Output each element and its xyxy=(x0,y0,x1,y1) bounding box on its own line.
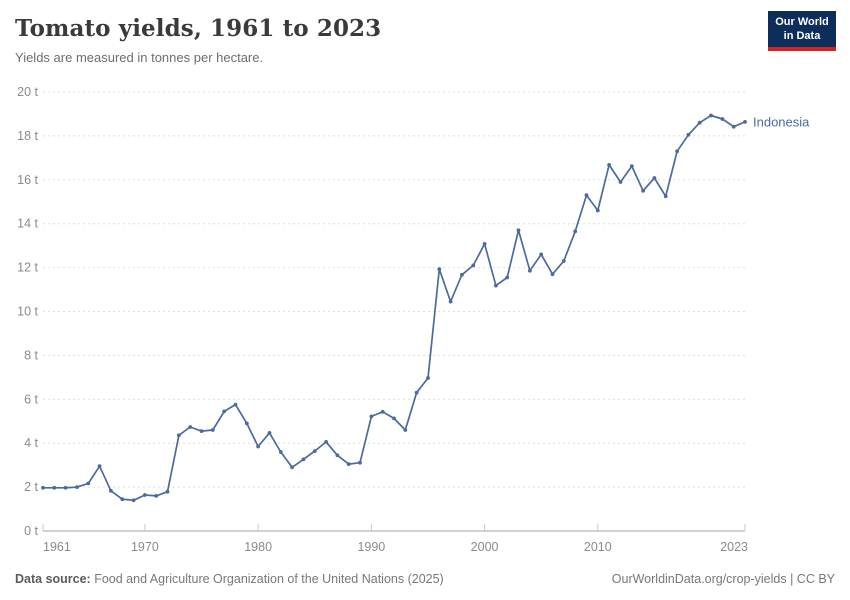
data-source-text: Food and Agriculture Organization of the… xyxy=(90,572,444,586)
data-point xyxy=(709,113,713,118)
data-point xyxy=(199,429,204,433)
data-point xyxy=(346,462,351,466)
data-point xyxy=(663,194,668,199)
data-point xyxy=(539,252,544,257)
data-point xyxy=(392,416,396,421)
owid-logo-red-bar xyxy=(768,47,836,51)
data-point xyxy=(471,263,476,268)
data-point xyxy=(482,242,487,246)
y-tick-label: 16 t xyxy=(17,173,38,187)
y-tick-label: 2 t xyxy=(24,480,38,494)
data-point xyxy=(426,376,430,380)
data-point xyxy=(595,208,600,213)
x-tick-label: 1980 xyxy=(244,540,272,554)
data-point xyxy=(131,498,136,503)
data-point xyxy=(188,425,193,429)
x-tick-label: 2010 xyxy=(584,540,612,554)
data-point xyxy=(312,449,317,453)
data-point xyxy=(97,464,102,469)
data-point xyxy=(573,229,578,234)
data-point xyxy=(380,409,385,414)
data-point xyxy=(358,460,362,465)
data-point xyxy=(743,120,747,124)
data-point xyxy=(143,493,147,497)
chart-subtitle: Yields are measured in tonnes per hectar… xyxy=(15,50,264,65)
data-point xyxy=(335,453,340,458)
data-point xyxy=(448,299,453,304)
data-point xyxy=(222,409,227,414)
data-point xyxy=(165,489,170,494)
data-point xyxy=(120,497,125,502)
data-point xyxy=(369,414,374,419)
y-tick-label: 4 t xyxy=(24,436,38,450)
data-point xyxy=(267,431,272,435)
y-tick-label: 20 t xyxy=(17,85,38,99)
owid-logo-line2: in Data xyxy=(783,29,821,42)
chart-title: Tomato yields, 1961 to 2023 xyxy=(15,15,382,42)
data-point xyxy=(652,176,657,180)
data-source-note: Data source: Food and Agriculture Organi… xyxy=(15,572,444,586)
data-point xyxy=(278,450,283,454)
data-point xyxy=(675,149,679,154)
data-point xyxy=(505,275,510,280)
data-point xyxy=(63,485,68,490)
data-point xyxy=(607,163,611,167)
data-point xyxy=(731,124,736,129)
attribution-link[interactable]: OurWorldinData.org/crop-yields | CC BY xyxy=(611,572,835,586)
data-point xyxy=(301,457,306,462)
data-point xyxy=(686,132,691,137)
data-point xyxy=(697,120,702,125)
chart-header: Tomato yields, 1961 to 2023 Yields are m… xyxy=(15,14,835,65)
data-point xyxy=(177,433,181,438)
data-point xyxy=(629,164,634,169)
data-point xyxy=(324,440,328,444)
data-point xyxy=(256,444,260,449)
data-point xyxy=(244,421,249,426)
y-tick-label: 14 t xyxy=(17,217,38,231)
owid-logo-line1: Our World xyxy=(775,16,829,28)
chart-footer: Data source: Food and Agriculture Organi… xyxy=(15,572,835,586)
owid-logo[interactable]: Our World in Data xyxy=(768,11,836,51)
data-point xyxy=(109,488,113,493)
data-point xyxy=(154,494,159,498)
data-point xyxy=(403,428,408,432)
data-point xyxy=(41,485,45,490)
y-tick-label: 8 t xyxy=(24,348,38,362)
data-point xyxy=(516,228,521,233)
data-point xyxy=(437,267,442,271)
data-point xyxy=(528,268,532,273)
data-point xyxy=(720,117,725,121)
data-point xyxy=(86,481,91,486)
data-point xyxy=(561,259,566,263)
data-source-label: Data source: xyxy=(15,572,91,586)
x-tick-label: 2023 xyxy=(720,540,748,554)
owid-logo-text: Our World in Data xyxy=(768,11,836,47)
series-label-indonesia[interactable]: Indonesia xyxy=(753,114,810,129)
data-point xyxy=(290,465,294,470)
data-point xyxy=(494,283,498,288)
series-line-indonesia[interactable] xyxy=(42,114,746,502)
data-point xyxy=(75,485,79,489)
data-point xyxy=(414,390,419,395)
data-point xyxy=(550,272,555,277)
data-point xyxy=(460,272,464,277)
data-point xyxy=(618,180,623,184)
data-point xyxy=(233,402,238,407)
y-tick-label: 10 t xyxy=(17,305,38,319)
y-tick-label: 12 t xyxy=(17,261,38,275)
x-tick-label: 1961 xyxy=(43,540,71,554)
y-tick-label: 6 t xyxy=(24,392,38,406)
x-tick-label: 1970 xyxy=(131,540,159,554)
data-point xyxy=(641,188,645,193)
x-tick-label: 1990 xyxy=(357,540,385,554)
data-point xyxy=(584,193,589,198)
data-point xyxy=(52,485,57,490)
y-tick-label: 0 t xyxy=(24,524,38,538)
data-point xyxy=(210,428,215,432)
x-tick-label: 2000 xyxy=(471,540,499,554)
y-tick-label: 18 t xyxy=(17,129,38,143)
